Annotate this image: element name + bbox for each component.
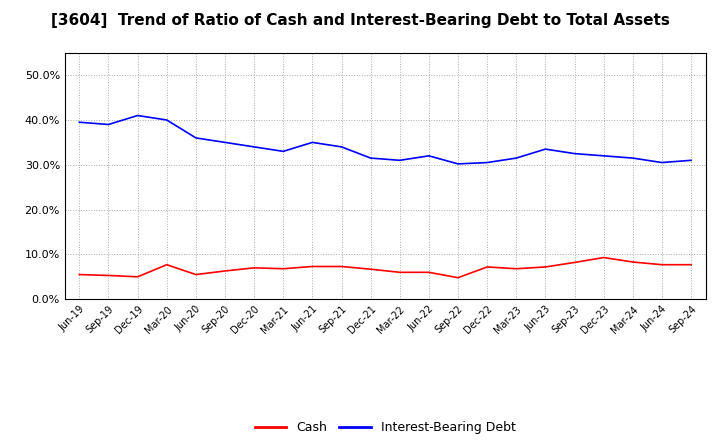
Interest-Bearing Debt <box>250 144 258 150</box>
Cash <box>629 259 637 264</box>
Cash <box>104 273 113 278</box>
Cash <box>133 274 142 279</box>
Interest-Bearing Debt <box>395 158 404 163</box>
Interest-Bearing Debt <box>279 149 287 154</box>
Interest-Bearing Debt <box>541 147 550 152</box>
Interest-Bearing Debt <box>425 153 433 158</box>
Cash <box>308 264 317 269</box>
Cash <box>454 275 462 280</box>
Cash <box>279 266 287 271</box>
Interest-Bearing Debt <box>512 155 521 161</box>
Interest-Bearing Debt <box>483 160 492 165</box>
Cash <box>483 264 492 270</box>
Interest-Bearing Debt <box>599 153 608 158</box>
Legend: Cash, Interest-Bearing Debt: Cash, Interest-Bearing Debt <box>250 416 521 439</box>
Cash <box>250 265 258 271</box>
Interest-Bearing Debt <box>366 155 375 161</box>
Interest-Bearing Debt <box>570 151 579 156</box>
Cash <box>395 270 404 275</box>
Interest-Bearing Debt <box>687 158 696 163</box>
Interest-Bearing Debt <box>75 120 84 125</box>
Interest-Bearing Debt <box>104 122 113 127</box>
Cash <box>687 262 696 268</box>
Interest-Bearing Debt <box>454 161 462 167</box>
Text: [3604]  Trend of Ratio of Cash and Interest-Bearing Debt to Total Assets: [3604] Trend of Ratio of Cash and Intere… <box>50 13 670 28</box>
Cash <box>512 266 521 271</box>
Interest-Bearing Debt <box>192 135 200 140</box>
Cash <box>366 267 375 272</box>
Interest-Bearing Debt <box>308 140 317 145</box>
Interest-Bearing Debt <box>220 140 229 145</box>
Cash <box>337 264 346 269</box>
Interest-Bearing Debt <box>337 144 346 150</box>
Interest-Bearing Debt <box>163 117 171 123</box>
Cash <box>192 272 200 277</box>
Cash <box>570 260 579 265</box>
Interest-Bearing Debt <box>657 160 666 165</box>
Interest-Bearing Debt <box>133 113 142 118</box>
Cash <box>75 272 84 277</box>
Cash <box>599 255 608 260</box>
Line: Cash: Cash <box>79 257 691 278</box>
Cash <box>541 264 550 270</box>
Line: Interest-Bearing Debt: Interest-Bearing Debt <box>79 116 691 164</box>
Cash <box>220 268 229 274</box>
Cash <box>425 270 433 275</box>
Cash <box>657 262 666 268</box>
Interest-Bearing Debt <box>629 155 637 161</box>
Cash <box>163 262 171 268</box>
